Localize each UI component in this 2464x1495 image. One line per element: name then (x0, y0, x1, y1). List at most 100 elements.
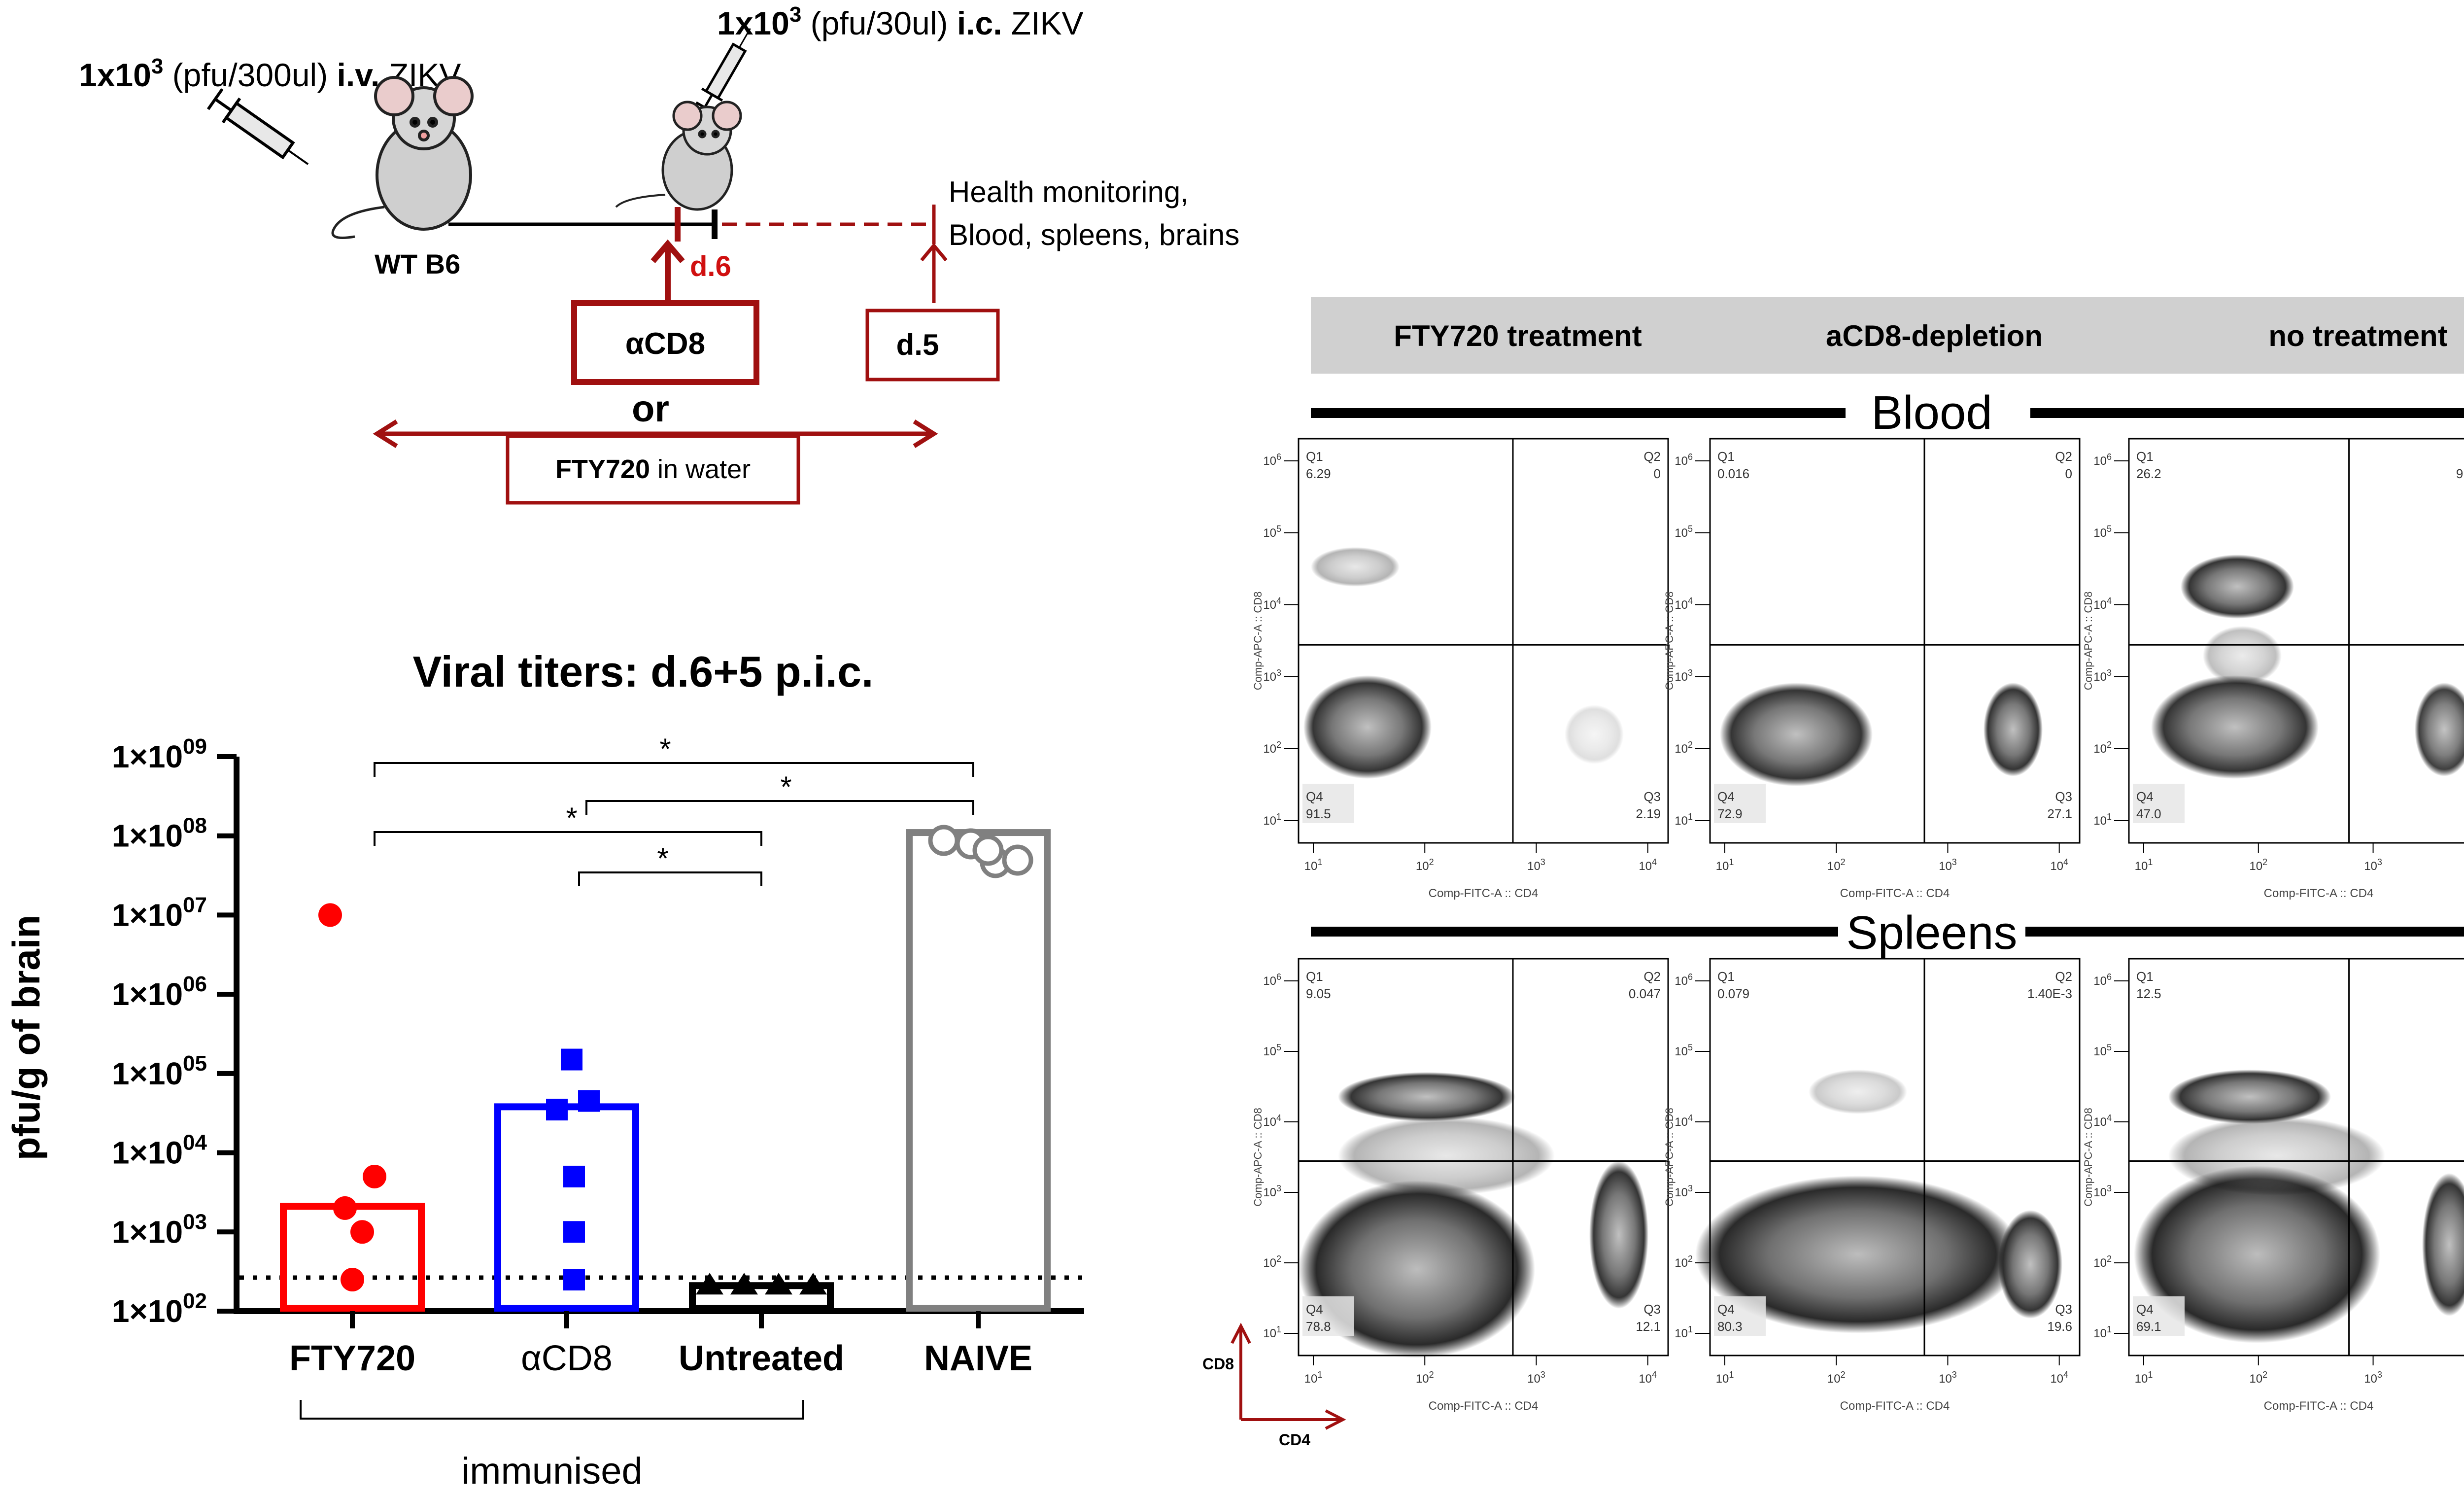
data-point-untreated (730, 1273, 758, 1295)
y-axis-label: pfu/g of brain (4, 915, 48, 1160)
y-tick-label: 103 (1263, 668, 1281, 684)
data-point-cd8 (561, 1048, 582, 1071)
event-cloud (1311, 547, 1400, 587)
x-tick-label: 104 (2050, 857, 2068, 873)
header-fty720: FTY720 treatment (1394, 319, 1642, 352)
q3-value: 2.19 (1636, 806, 1661, 821)
data-point-cd8 (578, 1090, 600, 1112)
plot-frame (1709, 438, 2081, 844)
x-tick-label: 101 (1304, 1370, 1323, 1386)
acd8-box-label: αCD8 (625, 327, 705, 361)
q1-name: Q1 (1717, 449, 1735, 464)
acd8-box (571, 300, 759, 385)
y-tick-label: 102 (1263, 740, 1281, 756)
significance-brackets: * * * * (374, 732, 974, 886)
x-axis-label: Comp-FITC-A :: CD4 (1429, 887, 1539, 900)
y-tick-label: 105 (1263, 524, 1281, 540)
y-tick-label: 106 (1675, 972, 1693, 988)
y-axis-label: Comp-APC-A :: CD8 (2082, 1108, 2094, 1207)
x-axis-label: Comp-FITC-A :: CD4 (2264, 887, 2374, 900)
data-points (318, 825, 1033, 1295)
y-tick-label: 1×1004 (112, 1131, 207, 1171)
y-tick-label: 1×1002 (112, 1289, 207, 1329)
x-tick-label: NAIVE (924, 1339, 1032, 1378)
x-tick-label: 104 (2050, 1370, 2068, 1386)
x-axis-label: Comp-FITC-A :: CD4 (1840, 1399, 1950, 1413)
y-tick-label: 105 (1675, 524, 1693, 540)
mouse-icon (615, 101, 742, 211)
y-tick-label: 103 (1675, 668, 1693, 684)
y-tick-label: 105 (2093, 1043, 2112, 1058)
fty720-duration-arrow (373, 419, 938, 448)
y-tick-label: 101 (1675, 812, 1693, 828)
event-cloud (2203, 626, 2282, 685)
q2-value: 0.047 (1629, 986, 1661, 1001)
q3-value: 19.6 (2047, 1319, 2072, 1334)
x-tick-label: 102 (1416, 857, 1434, 873)
data-point-naive (928, 825, 959, 856)
q1-name: Q1 (1717, 969, 1735, 984)
event-cloud (1695, 1176, 2020, 1333)
event-cloud (1338, 1116, 1555, 1195)
y-tick-label: 103 (2093, 1183, 2112, 1199)
immunised-label: immunised (461, 1450, 642, 1492)
monitor-text-line2: Blood, spleens, brains (949, 218, 1239, 251)
q4-label-box (1714, 1296, 1766, 1336)
q4-value: 72.9 (1717, 806, 1743, 821)
flow-cytometry-figure: FTY720 treatment aCD8-depletion no treat… (1202, 297, 2464, 1449)
flow-panel-blood-2: Comp-APC-A :: CD8106105104103102101Q10.0… (1663, 438, 2081, 900)
event-cloud (2181, 555, 2294, 619)
plot-frame (1298, 438, 1669, 844)
corner-cd4-label: CD4 (1279, 1431, 1310, 1449)
q1-name: Q1 (1306, 449, 1323, 464)
chart-title: Viral titers: d.6+5 p.i.c. (413, 647, 874, 696)
fty720-box-label: FTY720 in water (555, 454, 751, 484)
x-tick-label: 101 (2135, 857, 2153, 873)
q4-name: Q4 (1306, 1302, 1323, 1317)
q2-value: 0 (2065, 466, 2072, 481)
syringe-icon (695, 28, 751, 114)
flow-panels: Comp-APC-A :: CD8106105104103102101Q16.2… (1252, 438, 2464, 1413)
q1-value: 6.29 (1306, 466, 1331, 481)
data-point-fty720 (363, 1164, 386, 1188)
data-point-fty720 (333, 1196, 357, 1220)
q4-name: Q4 (1306, 789, 1323, 804)
x-tick-label: 103 (2364, 857, 2382, 873)
y-tick-label: 104 (1263, 596, 1281, 612)
x-tick-label: 102 (2249, 857, 2267, 873)
d5-box (865, 309, 1000, 382)
monitor-text-line1: Health monitoring, (949, 175, 1189, 209)
y-axis-label: Comp-APC-A :: CD8 (1663, 1108, 1676, 1207)
x-tick-label: 104 (1639, 1370, 1657, 1386)
y-tick-label: 105 (2093, 524, 2112, 540)
event-cloud (2422, 1173, 2464, 1316)
x-axis-label: Comp-FITC-A :: CD4 (2264, 1399, 2374, 1413)
header-no-treatment: no treatment (2268, 319, 2447, 352)
x-tick-label: FTY720 (289, 1339, 415, 1378)
y-tick-label: 1×1005 (112, 1051, 207, 1091)
event-cloud (1998, 1210, 2062, 1319)
event-cloud (2168, 1070, 2331, 1124)
q1-value: 0.016 (1717, 466, 1749, 481)
q4-name: Q4 (2136, 1302, 2154, 1317)
q1-name: Q1 (1306, 969, 1323, 984)
y-tick-label: 1×1006 (112, 972, 207, 1012)
x-tick-label: 102 (1827, 857, 1846, 873)
y-tick-label: 101 (1263, 1324, 1281, 1340)
q1-value: 26.2 (2136, 466, 2161, 481)
y-tick-label: 1×1007 (112, 893, 207, 933)
y-tick-label: 102 (2093, 740, 2112, 756)
ic-dose-text: 1x103 (pfu/30ul) i.c. ZIKV (717, 2, 1084, 41)
x-tick-label: 103 (1527, 1370, 1545, 1386)
y-tick-label: 103 (2093, 668, 2112, 684)
mouse-label: WT B6 (375, 248, 460, 279)
significance-star: * (566, 801, 577, 834)
y-tick-label: 104 (2093, 1113, 2112, 1129)
q2-value: 9.59E-3 (2456, 466, 2464, 481)
corner-cd8-label: CD8 (1202, 1355, 1234, 1373)
event-cloud (1303, 675, 1432, 779)
event-cloud (1589, 1161, 1648, 1309)
q3-value: 27.1 (2047, 806, 2072, 821)
data-point-naive (972, 834, 1004, 866)
flow-panel-blood-3: Comp-APC-A :: CD8106105104103102101Q126.… (2082, 438, 2464, 900)
